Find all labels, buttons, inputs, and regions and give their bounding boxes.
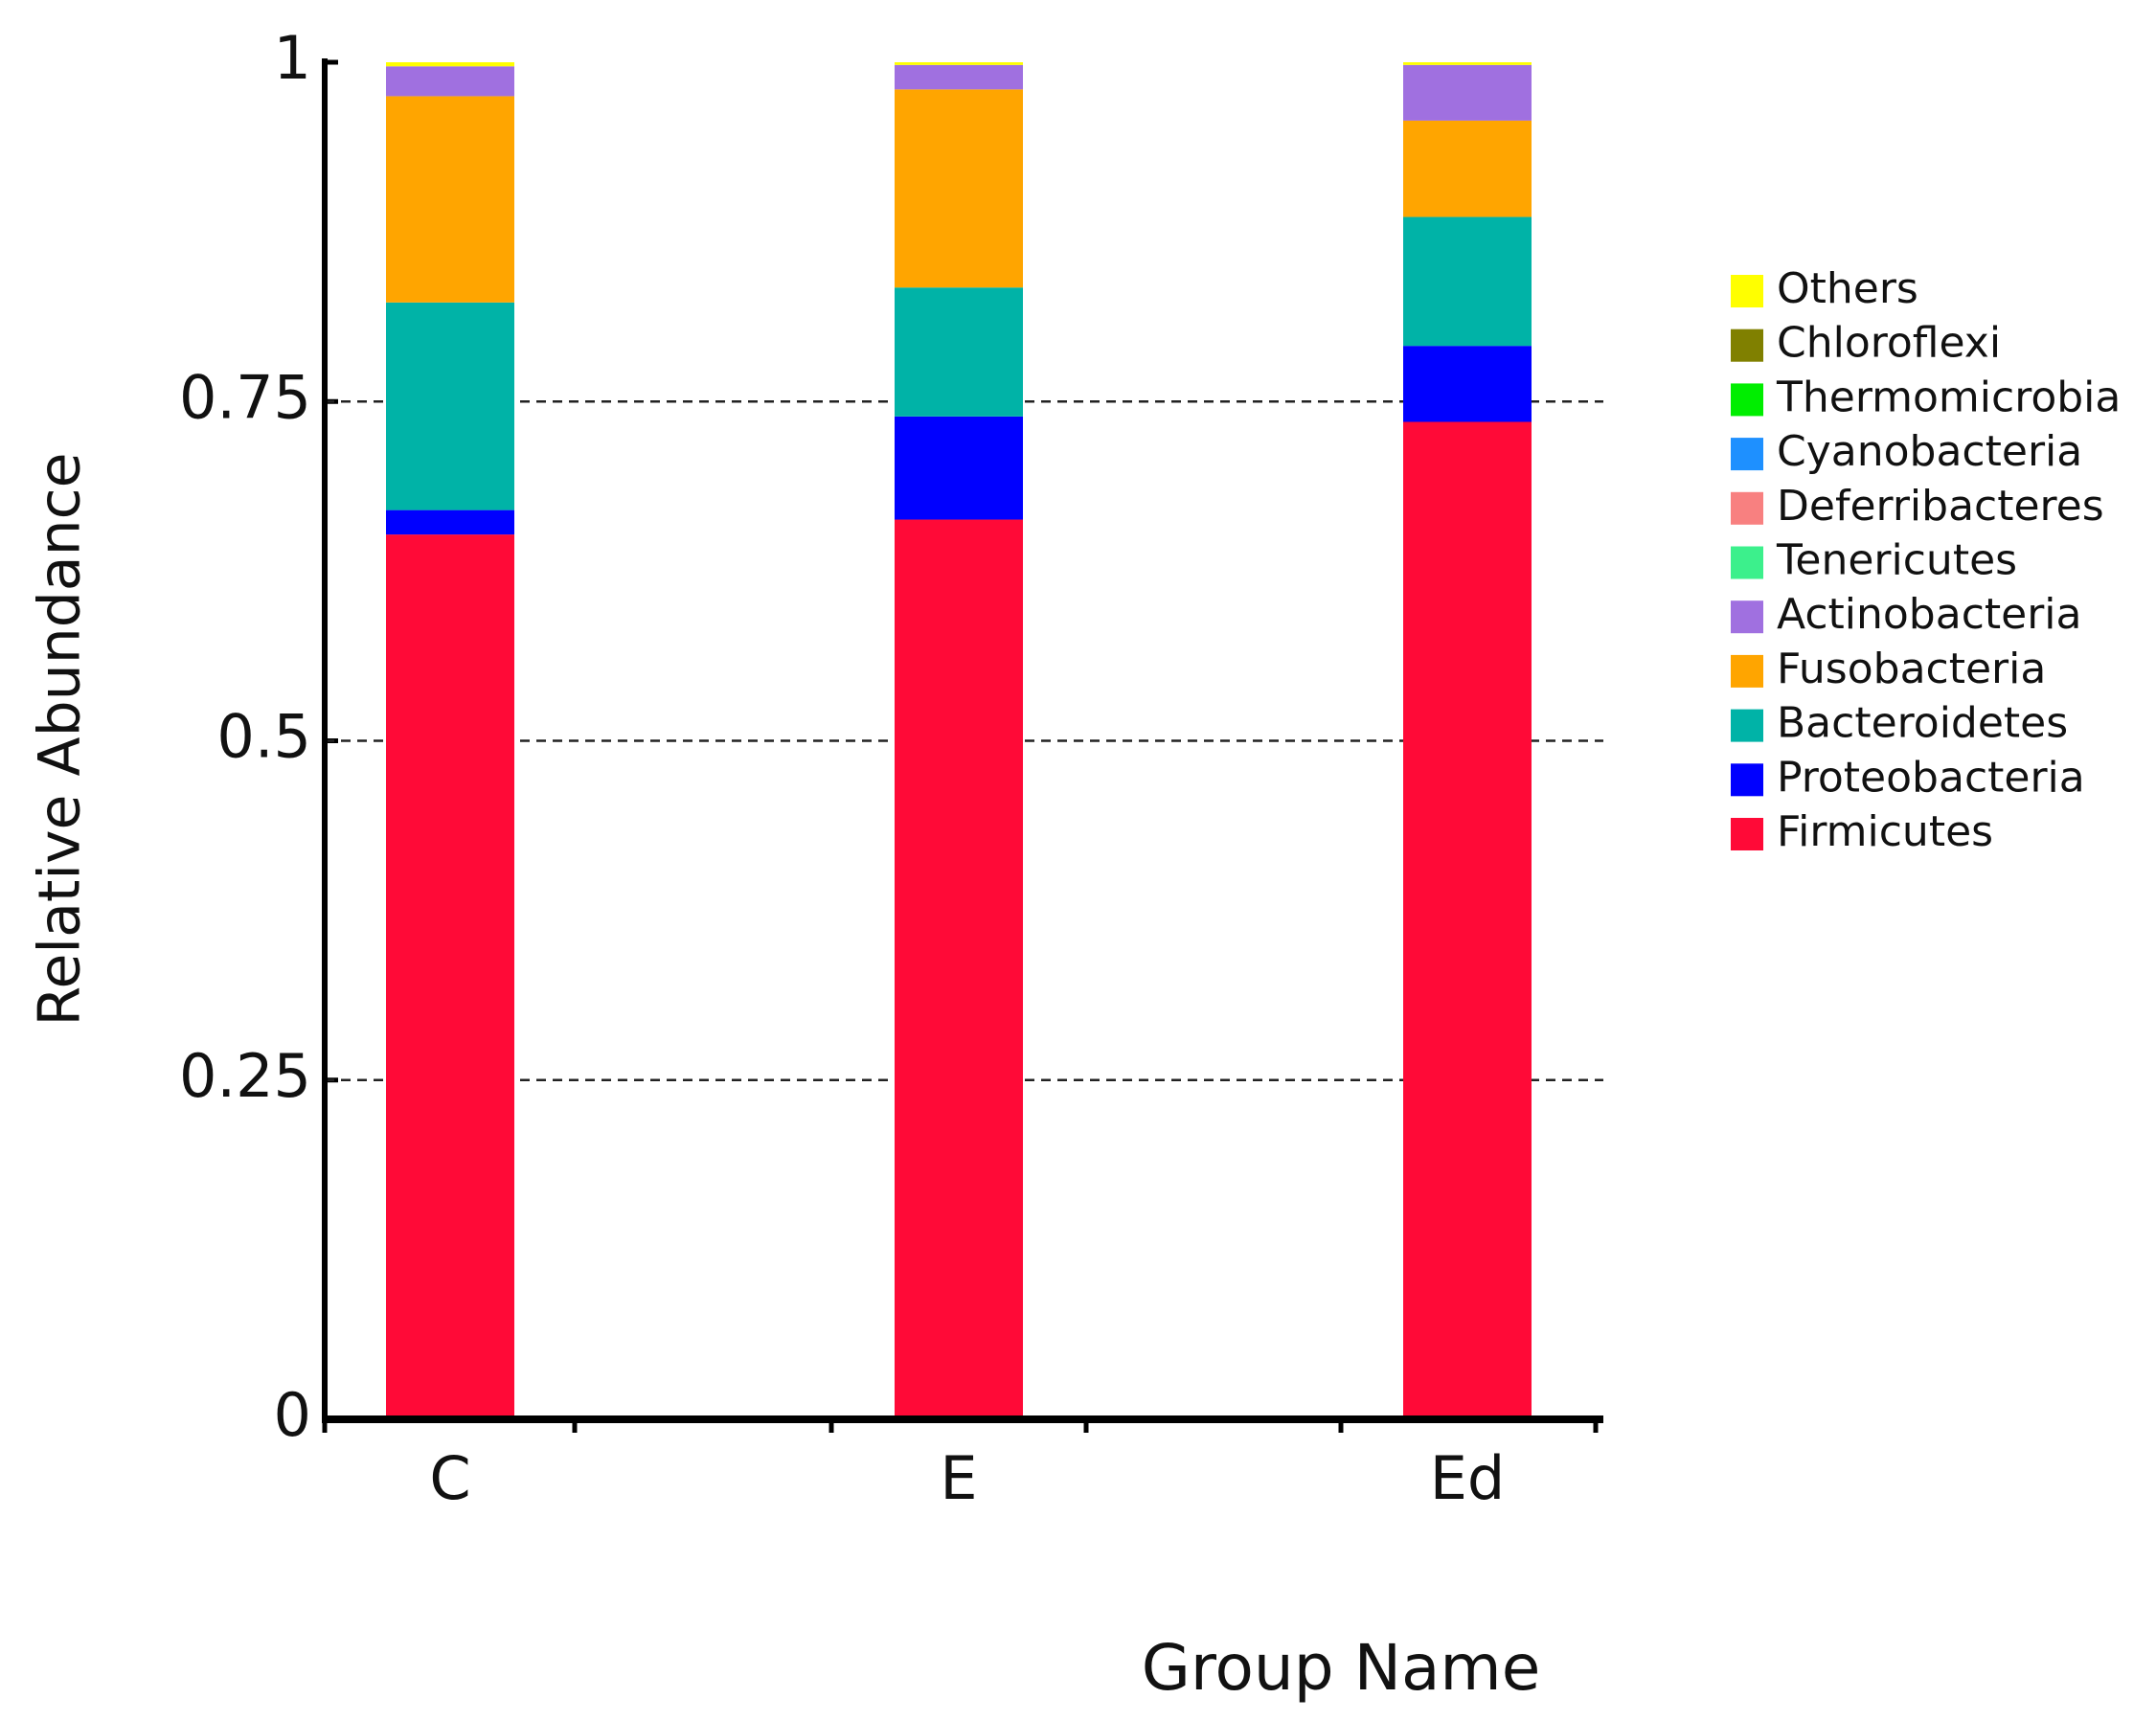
x-tick-label: E <box>940 1443 977 1513</box>
bar-segment <box>386 534 514 1419</box>
legend-swatch <box>1731 600 1763 634</box>
bar-segment <box>1403 120 1532 217</box>
bar-segment <box>895 89 1023 288</box>
legend-label: Fusobacteria <box>1777 645 2046 693</box>
y-tick-label: 0 <box>274 1380 311 1450</box>
legend-label: Others <box>1777 264 1918 313</box>
legend-label: Deferribacteres <box>1777 482 2104 531</box>
bar-segment <box>1403 64 1532 121</box>
bar-segment <box>895 62 1023 65</box>
x-axis-title: Group Name <box>1142 1631 1541 1705</box>
legend-swatch <box>1731 383 1763 417</box>
legend-swatch <box>1731 818 1763 850</box>
bar-segment <box>1403 216 1532 347</box>
bar-segment <box>386 96 514 303</box>
bar-segment <box>1403 346 1532 422</box>
legend-swatch <box>1731 546 1763 579</box>
y-axis-title: Relative Abundance <box>27 452 94 1026</box>
legend-label: Tenericutes <box>1776 536 2017 585</box>
legend-label: Bacteroidetes <box>1777 699 2068 748</box>
bar-segment <box>386 302 514 510</box>
y-tick-label: 0.25 <box>179 1041 311 1111</box>
bar-segment <box>895 64 1023 90</box>
x-tick-label: C <box>429 1443 470 1513</box>
legend-swatch <box>1731 275 1763 307</box>
legend-label: Cyanobacteria <box>1777 427 2082 476</box>
legend-label: Actinobacteria <box>1777 590 2081 639</box>
legend-swatch <box>1731 709 1763 742</box>
bar-segment <box>895 287 1023 417</box>
bar-segment <box>386 510 514 535</box>
legend-label: Thermomicrobia <box>1776 373 2121 421</box>
y-tick-label: 0.5 <box>216 702 311 772</box>
y-tick-label: 0.75 <box>179 362 311 432</box>
bar-segment <box>386 62 514 67</box>
y-tick-label: 1 <box>274 23 311 93</box>
legend-label: Proteobacteria <box>1777 753 2085 802</box>
legend-label: Chloroflexi <box>1777 319 2001 368</box>
bar-segment <box>895 519 1023 1419</box>
legend-swatch <box>1731 654 1763 688</box>
legend-swatch <box>1731 763 1763 797</box>
bar-segment <box>386 66 514 97</box>
legend-swatch <box>1731 328 1763 362</box>
x-tick-label: Ed <box>1430 1443 1506 1513</box>
bar-segment <box>1403 421 1532 1419</box>
bar-segment <box>895 416 1023 520</box>
legend-label: Firmicutes <box>1777 807 1993 856</box>
bar-segment <box>1403 62 1532 65</box>
legend-swatch <box>1731 438 1763 471</box>
legend-swatch <box>1731 491 1763 525</box>
